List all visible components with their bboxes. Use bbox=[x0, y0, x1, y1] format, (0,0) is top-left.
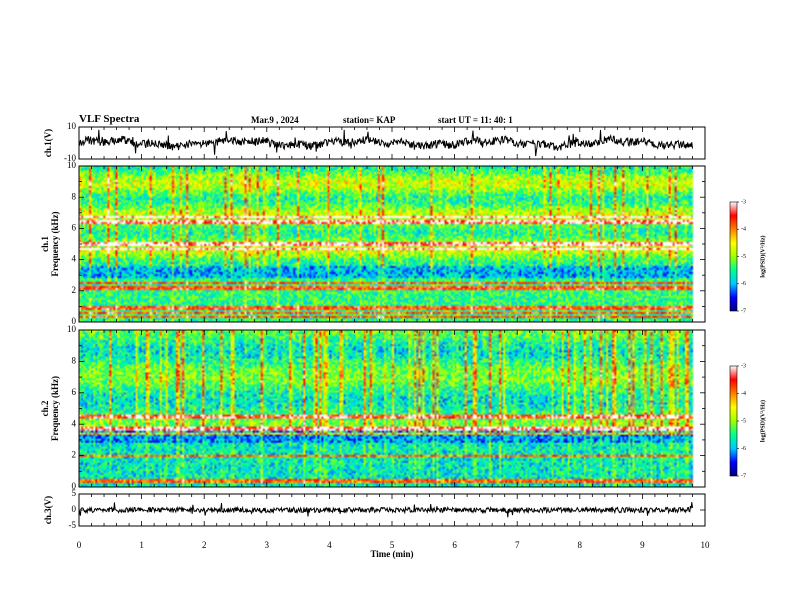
x-tick-label: 1 bbox=[139, 540, 144, 550]
x-tick-label: 3 bbox=[265, 540, 270, 550]
ch2-ylabel-channel: ch.2 bbox=[40, 400, 50, 416]
x-tick-label: 9 bbox=[640, 540, 645, 550]
colorbar-tick-label: -4 bbox=[741, 391, 746, 397]
colorbar-tick-label: -5 bbox=[741, 254, 746, 260]
y-tick-label: -10 bbox=[64, 153, 76, 163]
colorbar-tick-label: -7 bbox=[741, 308, 746, 314]
chart-title: VLF Spectra bbox=[79, 113, 140, 125]
x-tick-label: 4 bbox=[327, 540, 332, 550]
y-tick-label: 6 bbox=[72, 387, 77, 397]
spectrogram-image-ch2 bbox=[79, 330, 705, 487]
y-tick-label: 8 bbox=[72, 191, 77, 201]
colorbar-tick-label: -3 bbox=[741, 199, 746, 205]
x-tick-label: 6 bbox=[452, 540, 457, 550]
date-label: Mar.9 , 2024 bbox=[251, 115, 299, 125]
x-tick-label: 7 bbox=[515, 540, 520, 550]
colorbar-tick-label: -6 bbox=[741, 446, 746, 452]
x-tick-label: 5 bbox=[390, 540, 395, 550]
station-label: station= KAP bbox=[343, 115, 396, 125]
x-tick-label: 2 bbox=[202, 540, 207, 550]
ch1-ylabel: ch.1(V) bbox=[43, 129, 53, 157]
colorbar-tick-label: -3 bbox=[741, 363, 746, 369]
x-axis-title: Time (min) bbox=[370, 549, 413, 559]
y-tick-label: -5 bbox=[69, 520, 77, 530]
start-time-label: start UT = 11: 40: 1 bbox=[438, 115, 513, 125]
x-tick-label: 8 bbox=[578, 540, 583, 550]
colorbar-tick-label: -5 bbox=[741, 418, 746, 424]
y-tick-label: 10 bbox=[67, 160, 77, 170]
y-tick-label: 0 bbox=[72, 481, 77, 491]
colorbar-tick-label: -6 bbox=[741, 281, 746, 287]
y-tick-label: 10 bbox=[67, 121, 77, 131]
ch3-waveform-trace bbox=[78, 502, 693, 518]
spectrogram-image-ch1 bbox=[79, 166, 705, 322]
ch3-ylabel: ch.3(V) bbox=[43, 496, 53, 524]
y-tick-label: 4 bbox=[72, 254, 77, 264]
y-tick-label: 0 bbox=[72, 504, 77, 514]
x-tick-label: 0 bbox=[77, 540, 82, 550]
colorbar-ch1 bbox=[729, 201, 738, 312]
x-tick-label: 10 bbox=[701, 540, 711, 550]
y-tick-label: 2 bbox=[72, 450, 77, 460]
y-tick-label: 6 bbox=[72, 222, 77, 232]
colorbar-tick-label: -7 bbox=[741, 473, 746, 479]
y-tick-label: 0 bbox=[72, 316, 77, 326]
y-tick-label: 10 bbox=[67, 324, 77, 334]
ch1-ylabel-frequency: Frequency (kHz) bbox=[50, 211, 60, 276]
y-tick-label: 4 bbox=[72, 418, 77, 428]
colorbar-label-ch2: log(PSD)(V²/Hz) bbox=[759, 400, 766, 442]
ch1-ylabel-channel: ch.1 bbox=[40, 236, 50, 252]
ch1-waveform-trace bbox=[78, 129, 693, 157]
colorbar-tick-label: -4 bbox=[741, 227, 746, 233]
colorbar-ch2 bbox=[729, 365, 738, 477]
ch2-ylabel-frequency: Frequency (kHz) bbox=[50, 376, 60, 441]
y-tick-label: 8 bbox=[72, 355, 77, 365]
y-tick-label: 2 bbox=[72, 285, 77, 295]
colorbar-label-ch1: log(PSD)(V²/Hz) bbox=[759, 235, 766, 277]
y-tick-label: 5 bbox=[72, 488, 77, 498]
